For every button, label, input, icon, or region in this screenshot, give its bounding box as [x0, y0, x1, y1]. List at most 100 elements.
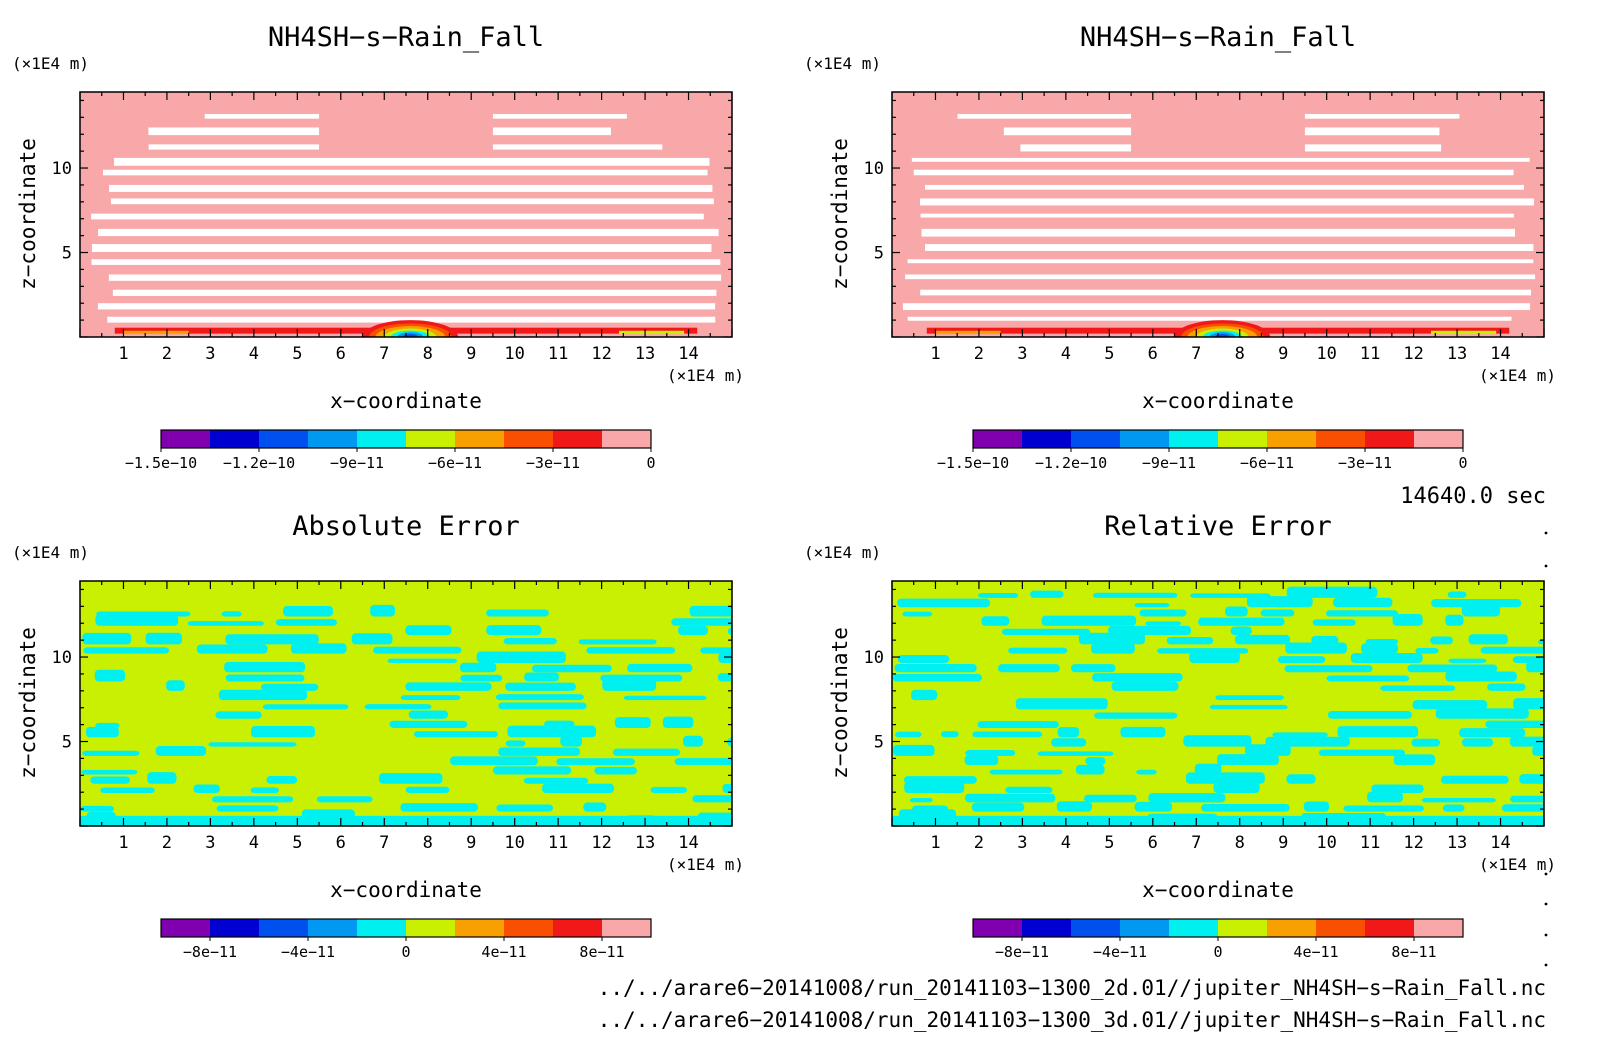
error-layer [80, 581, 732, 826]
error-blob [1509, 736, 1544, 747]
error-blob [1285, 642, 1347, 654]
colorbar-tick-label: −1.5e−10 [125, 454, 197, 472]
colorbar-swatch [1218, 430, 1267, 448]
error-blob [1318, 749, 1405, 756]
error-blob [1272, 732, 1328, 738]
colorbar-tick-label: −4e−11 [1093, 943, 1147, 961]
x-tick-label: 8 [423, 344, 433, 364]
x-tick-label: 13 [1447, 344, 1467, 364]
y-axis-label: z−coordinate [16, 138, 40, 290]
x-tick-label: 5 [292, 344, 302, 364]
error-blob [1440, 775, 1509, 784]
x-tick-label: 1 [930, 344, 940, 364]
error-background [80, 581, 732, 826]
error-blob [505, 682, 576, 691]
error-blob [895, 731, 922, 738]
x-tick-label: 4 [1061, 344, 1071, 364]
x-tick-label: 6 [1148, 833, 1158, 853]
error-blob [1445, 614, 1464, 626]
error-blob [614, 717, 651, 728]
colorbar-swatch [1414, 430, 1463, 448]
error-blob [261, 683, 319, 691]
error-blob [560, 735, 582, 747]
error-blob [1078, 632, 1145, 645]
error-blob [1284, 665, 1373, 673]
error-blob [1198, 617, 1285, 626]
error-blob [1392, 614, 1423, 626]
error-layer [892, 581, 1544, 826]
error-blob [1030, 590, 1064, 598]
error-blob [1189, 651, 1240, 663]
error-blob [216, 805, 279, 812]
error-blob [211, 796, 294, 803]
error-blob [1057, 727, 1080, 738]
field-gap [920, 289, 1532, 296]
field-gap [911, 157, 1530, 162]
error-blob [683, 735, 703, 747]
error-blob [166, 680, 185, 691]
x-tick-label: 4 [249, 344, 259, 364]
error-blob [1468, 634, 1508, 645]
error-blob [215, 711, 262, 719]
colorbar-swatch [455, 919, 504, 937]
y-tick-label: 5 [874, 733, 884, 753]
x-tick-label: 6 [336, 344, 346, 364]
colorbar-tick-label: 0 [1458, 454, 1467, 472]
x-tick-label: 9 [1278, 344, 1288, 364]
error-blob [977, 721, 1059, 728]
y-unit-label: (×1E4 m) [12, 543, 89, 562]
error-blob [1326, 675, 1410, 682]
error-blob [1510, 795, 1544, 803]
error-blob [1136, 769, 1157, 775]
error-blob [1519, 774, 1544, 784]
error-blob [998, 664, 1060, 673]
field-gap [1304, 144, 1442, 152]
error-blob [1415, 647, 1439, 654]
error-blob [389, 720, 468, 728]
x-axis-label: x−coordinate [330, 878, 482, 902]
colorbar-swatch [1071, 919, 1120, 937]
error-blob [95, 614, 179, 626]
error-blob [250, 787, 279, 794]
colorbar-tick-label: −3e−11 [1338, 454, 1392, 472]
colorbar-swatch [504, 919, 553, 937]
error-blob [82, 632, 132, 645]
error-blob [1343, 805, 1425, 812]
error-blob [1217, 754, 1279, 766]
error-blob [1512, 656, 1544, 663]
field-gap [492, 127, 612, 136]
colorbar-swatch [1218, 919, 1267, 937]
error-blob [892, 815, 1544, 826]
error-blob [486, 625, 542, 636]
colorbar-swatch [1169, 430, 1218, 448]
colorbar-swatch [1365, 919, 1414, 937]
x-tick-label: 13 [635, 833, 655, 853]
error-blob [1209, 704, 1288, 710]
error-blob [722, 783, 732, 794]
error-blob [225, 634, 319, 645]
error-blob [600, 674, 683, 682]
colorbar-swatch [357, 430, 406, 448]
y-tick-label: 10 [52, 648, 72, 668]
x-tick-label: 1 [930, 833, 940, 853]
y-tick-label: 5 [874, 244, 884, 264]
error-blob [262, 704, 349, 710]
error-blob [903, 776, 977, 784]
x-tick-label: 11 [548, 344, 568, 364]
error-blob [1380, 685, 1456, 691]
error-blob [1235, 634, 1290, 645]
colorbar-swatch [1071, 430, 1120, 448]
colorbar-swatch [1267, 919, 1316, 937]
colorbar-tick-label: −1.2e−10 [223, 454, 295, 472]
x-tick-label: 14 [678, 344, 698, 364]
error-blob [909, 798, 933, 803]
error-blob [1448, 658, 1487, 663]
field-gap [924, 244, 1534, 251]
error-blob [727, 627, 732, 636]
error-blob [96, 611, 191, 617]
error-blob [1108, 625, 1192, 636]
error-blob [602, 679, 657, 691]
